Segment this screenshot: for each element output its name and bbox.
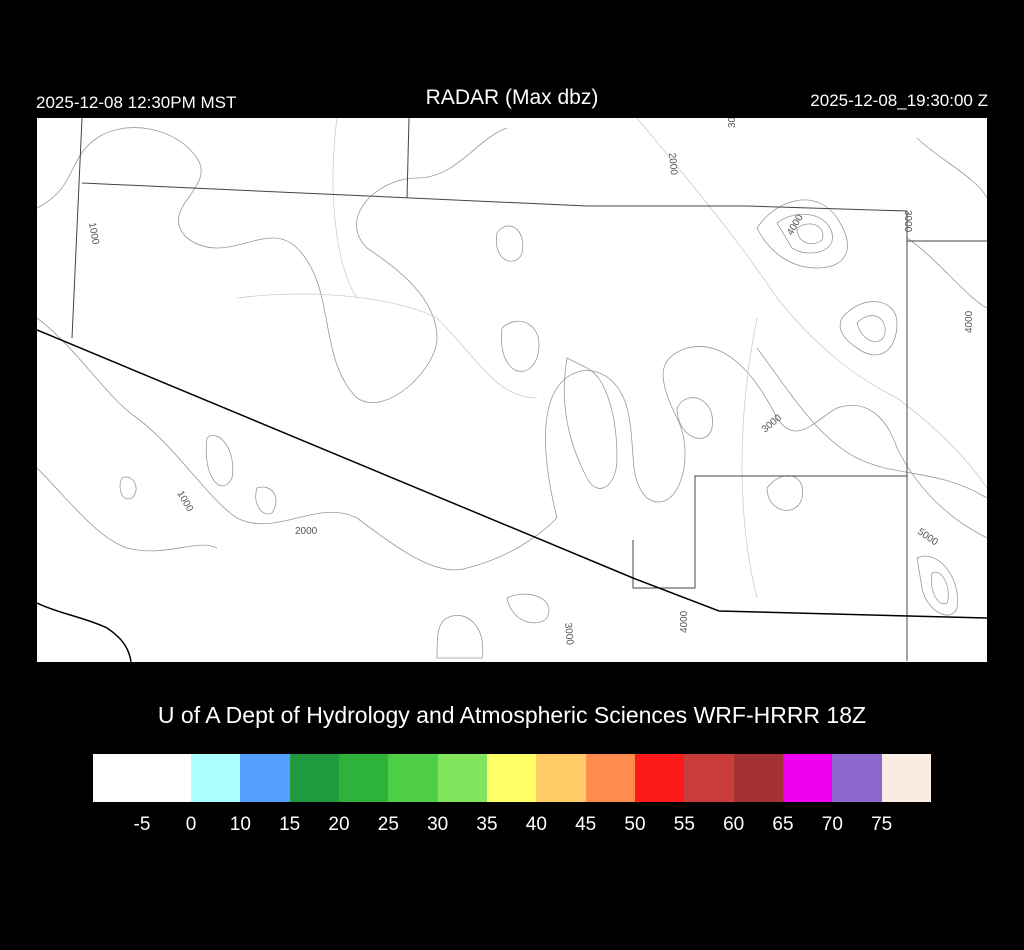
credit-text: U of A Dept of Hydrology and Atmospheric…	[157, 702, 867, 728]
radar-map: 1000 1000 2000 2000 3000 3000 3000 3000 …	[36, 105, 988, 663]
colorbar-swatch	[191, 754, 241, 802]
colorbar-label: -5	[133, 814, 151, 835]
colorbar-label: 65	[772, 814, 794, 835]
svg-text:3000: 3000	[562, 622, 575, 646]
svg-text:3000: 3000	[760, 412, 784, 435]
svg-text:1000: 1000	[86, 222, 101, 246]
colorbar-label: 15	[279, 814, 301, 835]
colorbar-label: 30	[427, 814, 449, 835]
svg-text:3000: 3000	[902, 210, 913, 233]
utc-time: 2025-12-08_19:30:00 Z	[810, 91, 988, 110]
colorbar-label: 75	[871, 814, 893, 835]
colorbar-label: 25	[377, 814, 399, 835]
state-border	[36, 329, 988, 663]
local-time: 2025-12-08 12:30PM MST	[36, 93, 237, 112]
colorbar-label: 70	[821, 814, 843, 835]
colorbar-swatch	[585, 754, 635, 802]
colorbar-labels: -5 0 10 15 20 25 30 35 40 45 50 55 60 65 70 75	[0, 814, 1024, 844]
colorbar-label: 0	[185, 814, 197, 835]
colorbar-swatch	[240, 754, 290, 802]
colorbar-label: 10	[229, 814, 251, 835]
colorbar-label: 40	[525, 814, 547, 835]
svg-text:4000: 4000	[964, 310, 975, 333]
map-title: RADAR (Max dbz)	[425, 86, 599, 109]
map-svg: 1000 1000 2000 2000 3000 3000 3000 3000 …	[36, 105, 988, 663]
colorbar-swatch	[437, 754, 487, 802]
colorbar-label: 60	[723, 814, 745, 835]
colorbar-swatch	[782, 754, 833, 802]
colorbar-swatch	[881, 754, 931, 802]
terrain-contours	[36, 127, 988, 659]
colorbar-swatch	[832, 754, 882, 802]
colorbar-swatch	[536, 754, 586, 802]
county-lines	[71, 117, 987, 661]
svg-text:2000: 2000	[666, 152, 679, 176]
colorbar-label: 35	[476, 814, 498, 835]
colorbar-swatch	[486, 754, 537, 802]
svg-text:1000: 1000	[174, 489, 195, 514]
colorbar-label: 55	[673, 814, 695, 835]
colorbar-swatch	[733, 754, 783, 802]
colorbar-swatch	[634, 754, 685, 802]
colorbar-swatch	[338, 754, 389, 802]
colorbar	[93, 754, 931, 802]
colorbar-swatch	[684, 754, 734, 802]
contour-labels: 1000 1000 2000 2000 3000 3000 3000 3000 …	[86, 105, 975, 646]
colorbar-label: 45	[575, 814, 597, 835]
colorbar-label: 20	[328, 814, 350, 835]
svg-text:4000: 4000	[679, 610, 690, 633]
colorbar-label: 50	[624, 814, 646, 835]
colorbar-swatch	[289, 754, 339, 802]
svg-text:5000: 5000	[915, 526, 940, 548]
svg-text:2000: 2000	[295, 526, 318, 537]
svg-text:3000: 3000	[727, 118, 738, 128]
colorbar-swatch	[388, 754, 438, 802]
colorbar-swatch	[93, 754, 191, 802]
roads	[236, 117, 988, 599]
